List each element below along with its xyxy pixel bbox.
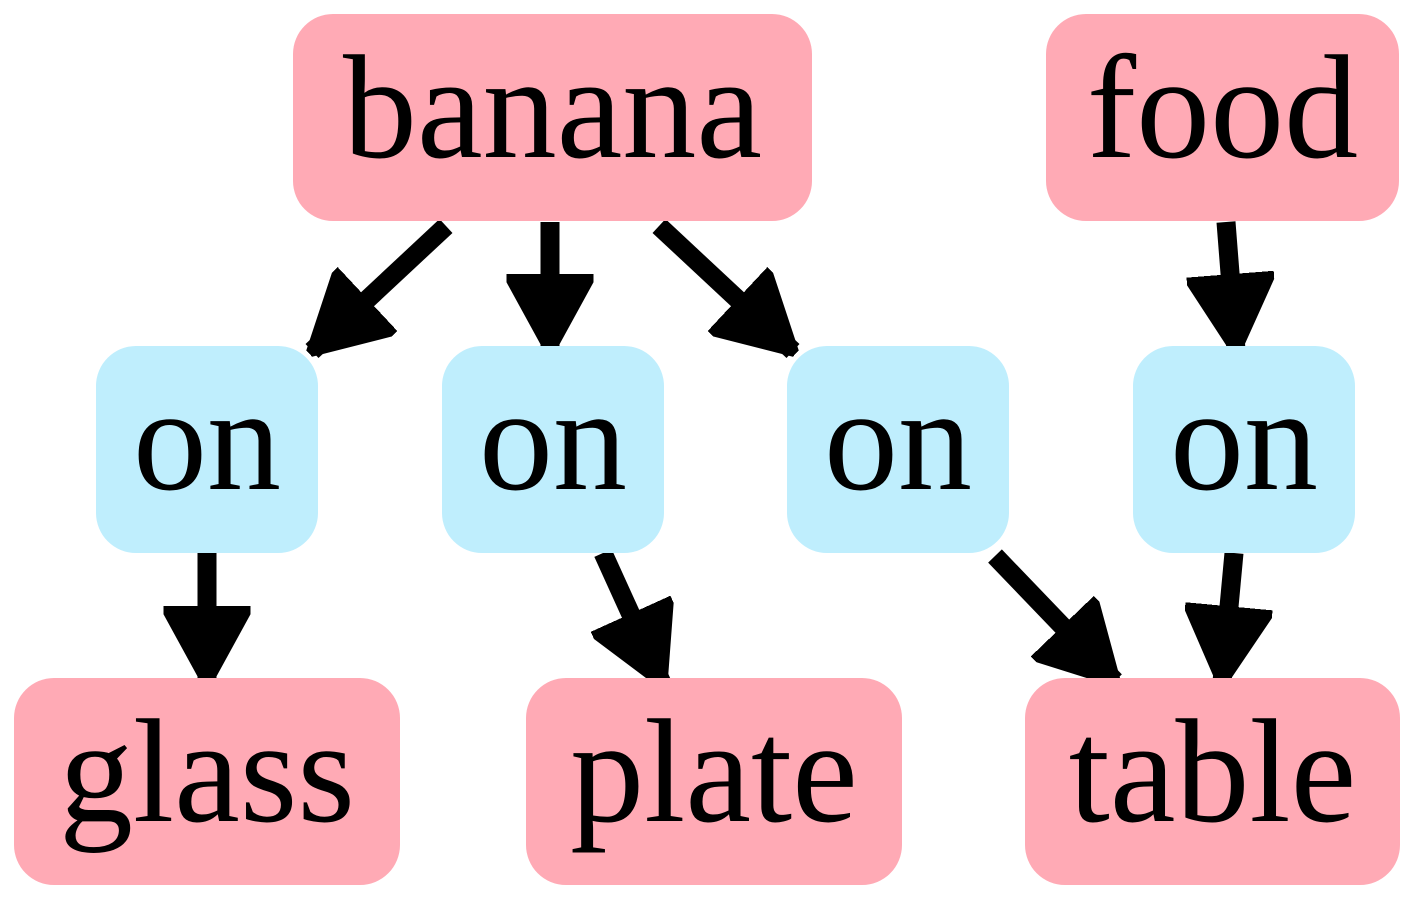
node-glass-box bbox=[14, 678, 400, 885]
node-glass: glass bbox=[14, 678, 400, 885]
edge-food-to-on4 bbox=[1226, 221, 1236, 350]
node-on-3-label: on bbox=[824, 358, 972, 522]
node-on-4-box bbox=[1133, 346, 1355, 553]
node-on-3: on bbox=[787, 346, 1009, 553]
node-on-2-label: on bbox=[479, 358, 627, 522]
edge-on3-to-table bbox=[988, 549, 1122, 688]
node-plate-label: plate bbox=[570, 690, 858, 854]
edge-banana-to-on1 bbox=[312, 219, 453, 358]
node-banana-label: banana bbox=[343, 26, 762, 190]
node-on-1-label: on bbox=[133, 358, 281, 522]
edge-banana-to-on3 bbox=[652, 219, 793, 358]
node-on-1: on bbox=[96, 346, 318, 553]
node-glass-label: glass bbox=[59, 690, 355, 854]
edge-on2-to-plate bbox=[603, 549, 662, 683]
node-banana-box bbox=[293, 14, 812, 221]
node-on-1-box bbox=[96, 346, 318, 553]
node-on-4: on bbox=[1133, 346, 1355, 553]
node-plate: plate bbox=[526, 678, 902, 885]
node-on-4-label: on bbox=[1170, 358, 1318, 522]
node-on-3-box bbox=[787, 346, 1009, 553]
node-food-box bbox=[1046, 14, 1399, 221]
edges-layer bbox=[207, 219, 1236, 688]
edge-on4-to-table bbox=[1222, 552, 1234, 682]
node-banana: banana bbox=[293, 14, 812, 221]
node-table: table bbox=[1025, 678, 1400, 885]
node-food-label: food bbox=[1087, 26, 1358, 190]
node-plate-box bbox=[526, 678, 902, 885]
node-table-box bbox=[1025, 678, 1400, 885]
node-table-label: table bbox=[1069, 690, 1357, 854]
node-food: food bbox=[1046, 14, 1399, 221]
node-on-2: on bbox=[442, 346, 664, 553]
node-on-2-box bbox=[442, 346, 664, 553]
